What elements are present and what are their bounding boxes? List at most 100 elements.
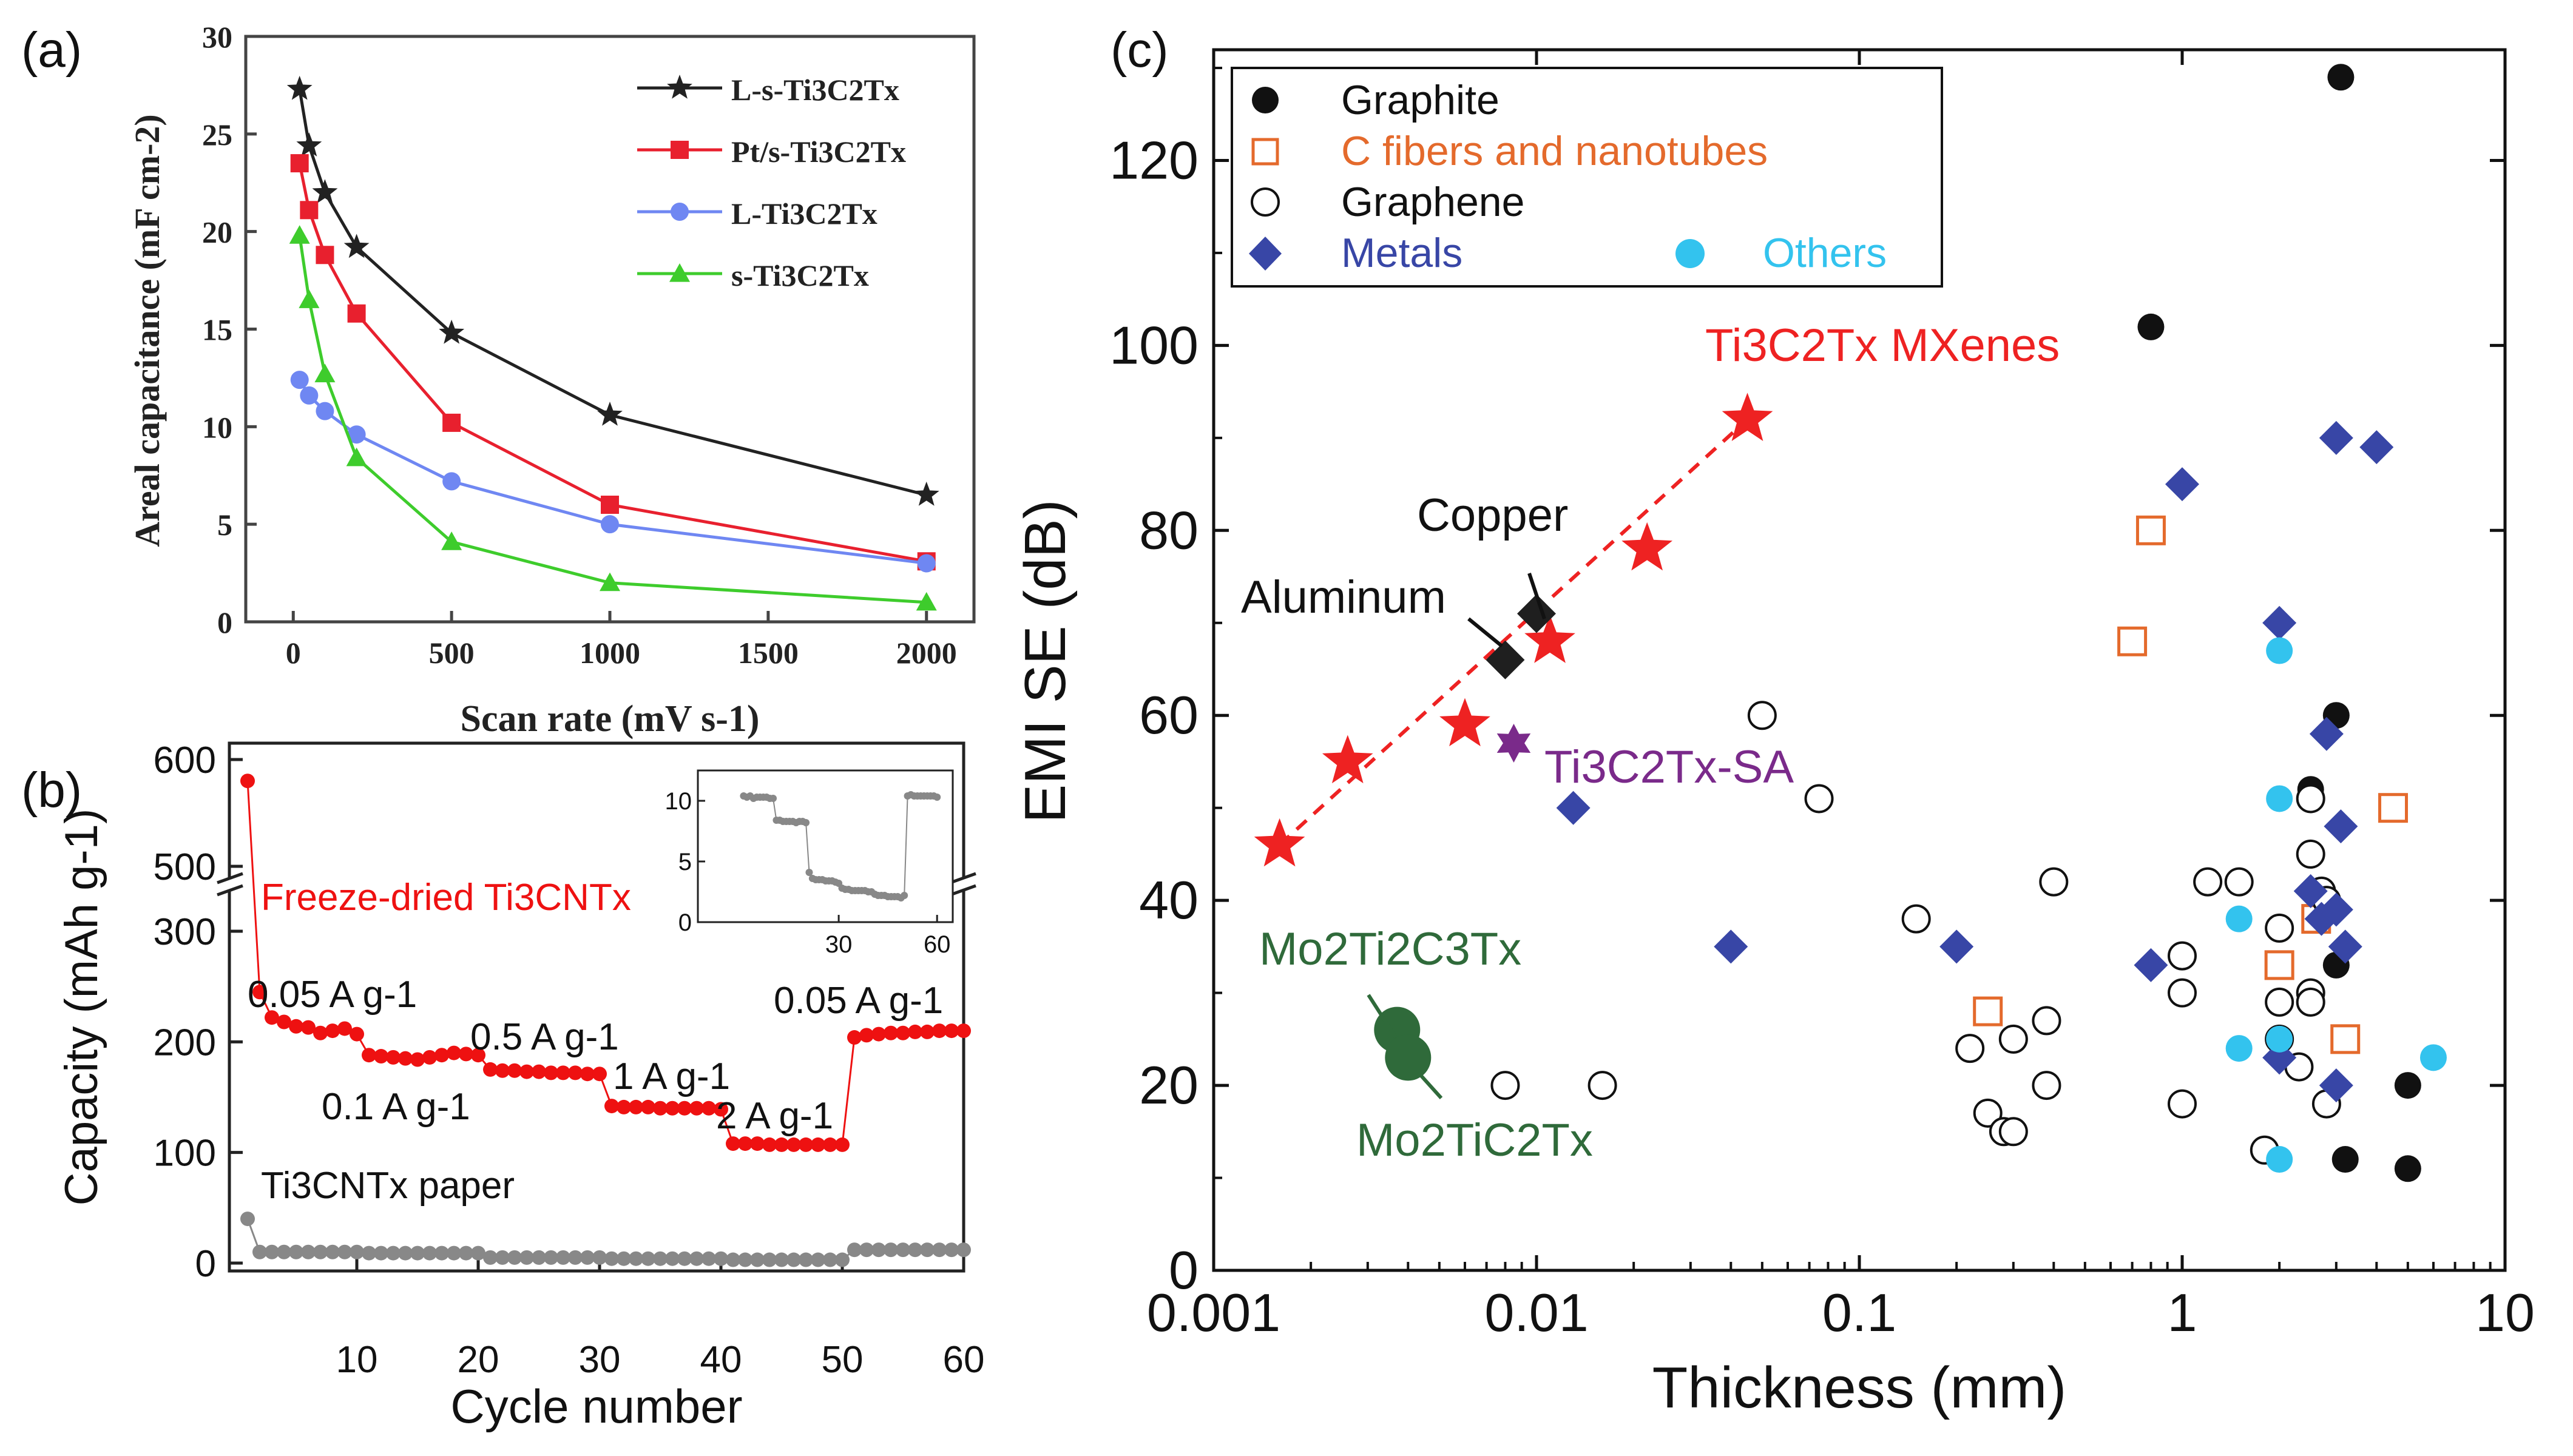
c-point bbox=[2117, 626, 2148, 656]
b-point bbox=[301, 1244, 316, 1259]
b-point bbox=[313, 1025, 328, 1040]
c-xtick-label: 10 bbox=[2475, 1282, 2535, 1343]
legend-cfiber-marker bbox=[1251, 138, 1279, 166]
c-point bbox=[1517, 594, 1556, 633]
b-point bbox=[871, 1242, 886, 1258]
a-point bbox=[346, 447, 367, 467]
b-point bbox=[702, 1100, 716, 1116]
panel-b-ylabel: Capacity (mAh g-1) bbox=[56, 809, 107, 1206]
c-point bbox=[1254, 818, 1305, 867]
b-point bbox=[568, 1065, 583, 1080]
c-point bbox=[1385, 1034, 1432, 1081]
a-point bbox=[299, 289, 320, 308]
c-point bbox=[2264, 950, 2294, 980]
b-point bbox=[556, 1250, 570, 1265]
inset-point bbox=[805, 869, 813, 876]
inset-point bbox=[802, 819, 810, 826]
b-point bbox=[665, 1251, 680, 1266]
panel-a-xlabel: Scan rate (mV s-1) bbox=[460, 698, 759, 740]
b-point bbox=[884, 1025, 898, 1040]
b-point bbox=[265, 1010, 279, 1025]
a-point bbox=[600, 572, 620, 592]
c-point bbox=[1439, 698, 1490, 747]
c-xtick-label: 0.001 bbox=[1147, 1282, 1280, 1343]
panel-c-label: (c) bbox=[1111, 22, 1169, 78]
b-point bbox=[362, 1245, 376, 1261]
b-point bbox=[689, 1100, 704, 1116]
b-ytick-label: 100 bbox=[154, 1133, 216, 1175]
c-point bbox=[1901, 904, 1931, 934]
inset-xtick-label: 30 bbox=[825, 931, 853, 958]
c-point bbox=[2319, 1068, 2353, 1103]
b-point bbox=[762, 1137, 777, 1152]
legend-box bbox=[1231, 67, 1943, 288]
b-point bbox=[714, 1251, 728, 1266]
b-point bbox=[289, 1019, 303, 1034]
b-point bbox=[337, 1244, 352, 1259]
b-point bbox=[362, 1048, 376, 1063]
b-point bbox=[702, 1251, 716, 1266]
mo2tic2-leader bbox=[1412, 1066, 1443, 1100]
a-point bbox=[316, 402, 334, 420]
c-point bbox=[2319, 420, 2353, 455]
c-point bbox=[2266, 785, 2293, 812]
b-point bbox=[859, 1028, 874, 1043]
b-point bbox=[532, 1064, 546, 1079]
b-xtick-label: 50 bbox=[822, 1339, 864, 1381]
b-point bbox=[920, 1024, 935, 1039]
c-point bbox=[2224, 867, 2254, 897]
rate-label-3: 0.5 A g-1 bbox=[470, 1016, 619, 1058]
legend-others: Others bbox=[1763, 230, 1887, 276]
b-point bbox=[653, 1251, 668, 1266]
a-point bbox=[347, 425, 366, 444]
c-point bbox=[2359, 430, 2394, 465]
b-point bbox=[629, 1099, 643, 1114]
b-point bbox=[677, 1100, 692, 1116]
rate-label-1: 0.05 A g-1 bbox=[248, 974, 417, 1016]
c-ytick-label: 100 bbox=[1109, 315, 1199, 375]
c-point bbox=[2394, 1155, 2421, 1182]
a-point bbox=[290, 371, 309, 389]
a-legend-label: s-Ti3C2Tx bbox=[731, 258, 869, 292]
c-point bbox=[1973, 996, 2003, 1026]
b-xtick-label: 60 bbox=[943, 1339, 985, 1381]
a-point bbox=[343, 234, 370, 258]
rate-label-2: 0.1 A g-1 bbox=[322, 1086, 470, 1128]
c-point bbox=[1322, 735, 1373, 784]
c-point bbox=[2137, 313, 2165, 340]
b-xtick-label: 20 bbox=[458, 1339, 499, 1381]
b-point bbox=[762, 1252, 777, 1267]
c-point bbox=[2324, 809, 2358, 844]
b-point bbox=[471, 1245, 485, 1261]
b-ytick-label: 200 bbox=[154, 1022, 216, 1063]
a-legend-label: L-s-Ti3C2Tx bbox=[731, 73, 899, 107]
c-point bbox=[2193, 867, 2223, 897]
b-point bbox=[738, 1252, 752, 1267]
b-point bbox=[386, 1050, 401, 1065]
b-point bbox=[580, 1067, 595, 1082]
a-point bbox=[601, 496, 619, 514]
mo2ti2c3-leader bbox=[1367, 994, 1398, 1039]
a-point bbox=[442, 472, 461, 491]
b-point bbox=[774, 1252, 789, 1267]
axis-break-mark-left bbox=[217, 884, 243, 897]
c-xtick-label: 0.01 bbox=[1484, 1282, 1588, 1343]
legend-cfiber: C fibers and nanotubes bbox=[1341, 128, 1768, 174]
b-point bbox=[604, 1251, 619, 1266]
b-point bbox=[750, 1252, 765, 1267]
c-point bbox=[1714, 929, 1748, 964]
inset-xtick-label: 60 bbox=[924, 931, 951, 958]
legend-graphene-marker bbox=[1251, 187, 1280, 217]
c-ytick-label: 0 bbox=[1169, 1240, 1199, 1300]
b-point bbox=[847, 1242, 862, 1258]
a-point bbox=[286, 75, 313, 100]
b-xtick-label: 30 bbox=[579, 1339, 621, 1381]
copper-label: Copper bbox=[1417, 490, 1568, 541]
b-point bbox=[580, 1250, 595, 1265]
legend-graphite-marker bbox=[1252, 87, 1279, 113]
a-ytick-label: 10 bbox=[202, 410, 232, 444]
inset-ytick-label: 0 bbox=[678, 909, 692, 936]
c-xtick-label: 0.1 bbox=[1822, 1282, 1896, 1343]
a-point bbox=[601, 515, 619, 534]
